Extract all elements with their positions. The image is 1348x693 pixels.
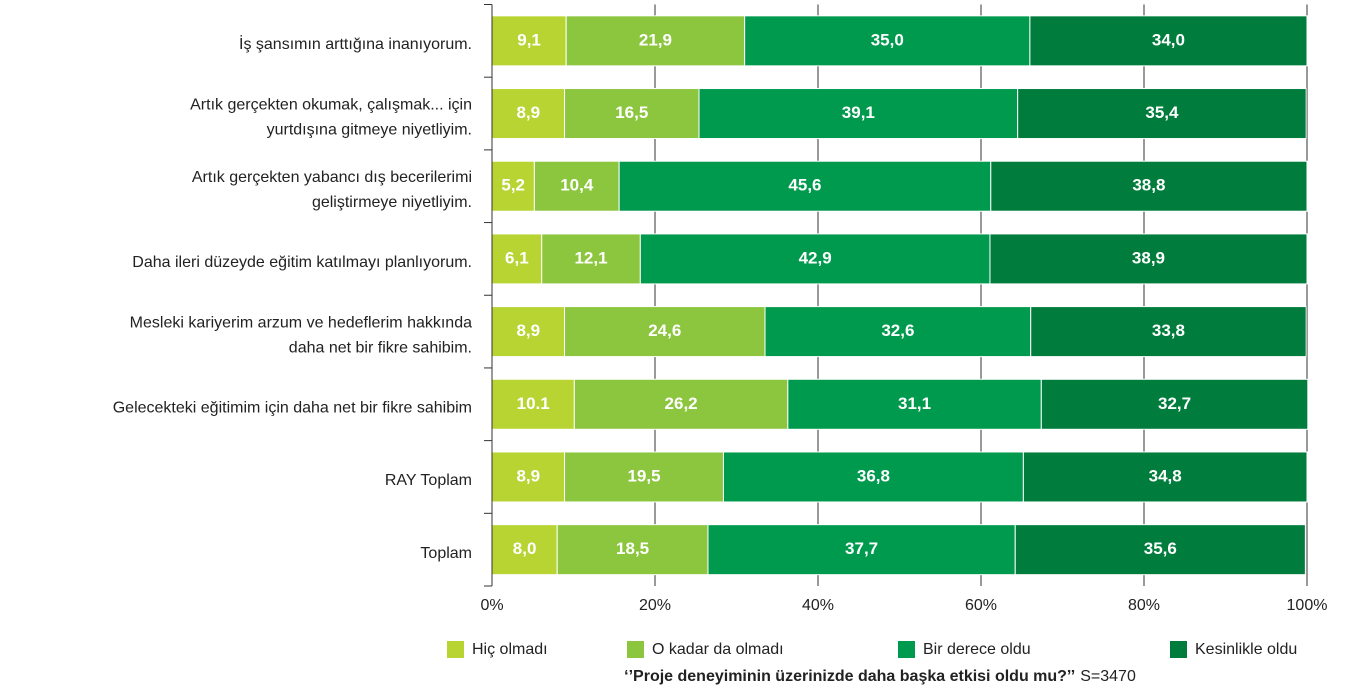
value-label: 32,6 xyxy=(881,321,914,340)
bar-segment xyxy=(541,233,641,285)
legend-swatch xyxy=(1170,641,1187,658)
bar-segment xyxy=(1017,88,1307,140)
legend-label: O kadar da olmadı xyxy=(652,641,784,658)
value-label: 35,6 xyxy=(1144,539,1177,558)
x-tick-label: 20% xyxy=(639,597,671,614)
bar-segment xyxy=(491,524,558,576)
value-label: 33,8 xyxy=(1152,321,1185,340)
legend-label: Hiç olmadı xyxy=(472,641,548,658)
value-label: 12,1 xyxy=(574,248,607,267)
value-label: 35,0 xyxy=(871,30,904,49)
value-label: 34,0 xyxy=(1152,30,1185,49)
bars xyxy=(491,15,1309,576)
value-label: 32,7 xyxy=(1158,394,1191,413)
legend-swatch xyxy=(447,641,464,658)
value-label: 8,9 xyxy=(516,466,540,485)
bar-segment xyxy=(990,160,1308,212)
value-label: 6,1 xyxy=(505,248,529,267)
y-tick-label: yurtdışına gitmeye niyetliyim. xyxy=(267,121,472,138)
sample-size: S=3470 xyxy=(1080,668,1136,685)
value-label: 24,6 xyxy=(648,321,681,340)
legend-label: Kesinlikle oldu xyxy=(1195,641,1297,658)
y-tick-label: Artık gerçekten yabancı dış becerilerimi xyxy=(192,169,472,186)
bar-segment xyxy=(564,451,724,503)
legend-label: Bir derece oldu xyxy=(923,641,1031,658)
y-tick-label: Mesleki kariyerim arzum ve hedeflerim ha… xyxy=(130,314,472,331)
bar-segment xyxy=(491,306,566,358)
bar-segment xyxy=(1029,15,1308,67)
bar-segment xyxy=(707,524,1016,576)
value-label: 35,4 xyxy=(1145,103,1179,122)
value-label: 10.1 xyxy=(517,394,550,413)
y-tick-label: Gelecekteki eğitimim için daha net bir f… xyxy=(113,400,472,417)
y-tick-label: RAY Toplam xyxy=(385,472,472,489)
bar-segment xyxy=(618,160,992,212)
x-tick-label: 0% xyxy=(480,597,503,614)
y-tick-label: İş şansımın arttığına inanıyorum. xyxy=(239,34,472,53)
x-tick-label: 60% xyxy=(965,597,997,614)
bar-segment xyxy=(533,160,620,212)
value-label: 34,8 xyxy=(1149,466,1182,485)
value-label: 37,7 xyxy=(845,539,878,558)
legend-swatch xyxy=(627,641,644,658)
value-label: 38,8 xyxy=(1132,176,1165,195)
x-tick-label: 80% xyxy=(1128,597,1160,614)
bar-segment xyxy=(556,524,709,576)
value-label: 18,5 xyxy=(616,539,649,558)
value-label: 42,9 xyxy=(799,248,832,267)
y-tick-label: daha net bir fikre sahibim. xyxy=(289,339,472,356)
value-label: 45,6 xyxy=(788,176,821,195)
value-label: 5,2 xyxy=(501,176,525,195)
bar-segment xyxy=(491,15,567,67)
y-tick-label: Daha ileri düzeyde eğitim katılmayı plan… xyxy=(132,254,472,271)
value-label: 8,0 xyxy=(513,539,537,558)
bar-segment xyxy=(1022,451,1308,503)
value-label: 16,5 xyxy=(615,103,648,122)
value-label: 38,9 xyxy=(1132,248,1165,267)
value-label: 31,1 xyxy=(898,394,931,413)
bar-segment xyxy=(564,306,766,358)
bar-segment xyxy=(698,88,1019,140)
y-tick-label: Artık gerçekten okumak, çalışmak... için xyxy=(190,96,472,113)
bar-segment xyxy=(491,233,543,285)
x-tick-label: 40% xyxy=(802,597,834,614)
footnote-question: ‘’Proje deneyiminin üzerinizde daha başk… xyxy=(624,668,1075,685)
value-label: 10,4 xyxy=(560,176,594,195)
value-label: 36,8 xyxy=(857,466,890,485)
bar-segment xyxy=(491,378,575,430)
value-label: 26,2 xyxy=(665,394,698,413)
value-label: 8,9 xyxy=(516,103,540,122)
value-label: 9,1 xyxy=(517,30,541,49)
value-label: 39,1 xyxy=(842,103,875,122)
footnote: ‘’Proje deneyiminin üzerinizde daha başk… xyxy=(624,668,1136,685)
bar-segment xyxy=(1030,306,1307,358)
bar-segment xyxy=(787,378,1042,430)
bar-segment xyxy=(989,233,1308,285)
value-label: 19,5 xyxy=(627,466,660,485)
legend-swatch xyxy=(898,641,915,658)
bar-segment xyxy=(722,451,1024,503)
value-label: 21,9 xyxy=(639,30,672,49)
bar-segment xyxy=(491,88,566,140)
bar-segment xyxy=(564,88,700,140)
bar-segment xyxy=(491,160,535,212)
bar-segment xyxy=(1014,524,1306,576)
bar-segment xyxy=(1040,378,1309,430)
y-tick-label: geliştirmeye niyetliyim. xyxy=(312,194,472,211)
y-tick-label: Toplam xyxy=(420,545,472,562)
value-label: 8,9 xyxy=(516,321,540,340)
x-tick-label: 100% xyxy=(1287,597,1328,614)
